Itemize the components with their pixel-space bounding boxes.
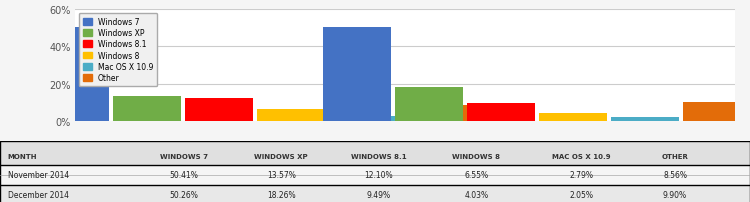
Text: WINDOWS 8.1: WINDOWS 8.1 [351,154,406,160]
Text: 18.26%: 18.26% [267,190,296,199]
Text: November 2014: November 2014 [8,170,69,179]
Text: 50.41%: 50.41% [170,170,198,179]
Text: 2.79%: 2.79% [569,170,593,179]
Text: 6.55%: 6.55% [464,170,488,179]
Text: 2.05%: 2.05% [569,190,593,199]
Bar [256,109,326,121]
FancyBboxPatch shape [0,185,750,202]
Text: 4.03%: 4.03% [464,190,488,199]
Text: WINDOWS 8: WINDOWS 8 [452,154,500,160]
Text: 8.56%: 8.56% [663,170,687,179]
Bar [400,105,470,121]
Text: December 2014: December 2014 [8,190,68,199]
Text: OTHER: OTHER [662,154,688,160]
Text: 9.90%: 9.90% [663,190,687,199]
FancyBboxPatch shape [0,141,750,175]
Text: 12.10%: 12.10% [364,170,393,179]
Bar [610,117,680,121]
Bar [328,116,398,121]
Text: 50.26%: 50.26% [170,190,198,199]
Text: MAC OS X 10.9: MAC OS X 10.9 [552,154,610,160]
Bar [466,104,536,121]
Text: MONTH: MONTH [8,154,37,160]
Text: WINDOWS 7: WINDOWS 7 [160,154,208,160]
Text: WINDOWS XP: WINDOWS XP [254,154,308,160]
Text: 9.49%: 9.49% [367,190,391,199]
Bar [682,103,750,121]
Bar [394,87,464,121]
Bar [538,114,608,121]
Text: 13.57%: 13.57% [267,170,296,179]
Bar [40,28,110,121]
Bar [112,96,182,121]
Legend: Windows 7, Windows XP, Windows 8.1, Windows 8, Mac OS X 10.9, Other: Windows 7, Windows XP, Windows 8.1, Wind… [79,14,157,87]
Bar [322,28,392,121]
Bar [184,99,254,121]
FancyBboxPatch shape [0,166,750,187]
